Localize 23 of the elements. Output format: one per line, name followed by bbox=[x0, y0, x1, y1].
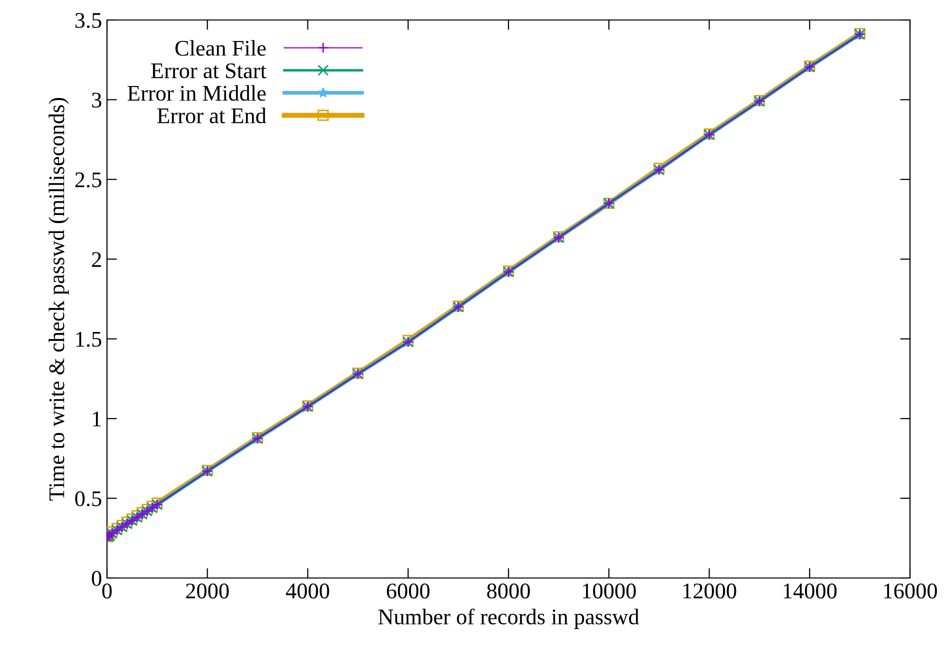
y-tick-label: 3.5 bbox=[75, 12, 102, 28]
legend-label: Error at Start bbox=[151, 63, 266, 78]
y-tick-label: 1.5 bbox=[76, 332, 102, 347]
legend-label: Error in Middle bbox=[128, 85, 266, 101]
x-axis-title: Number of records in passwd bbox=[378, 608, 640, 629]
y-tick-label: 3 bbox=[92, 92, 102, 108]
legend-label: Clean File bbox=[175, 40, 266, 56]
x-tick-label: 8000 bbox=[487, 584, 530, 598]
x-tick-label: 10000 bbox=[583, 584, 636, 598]
x-tick-label: 4000 bbox=[286, 584, 330, 598]
y-tick-label: 2.5 bbox=[75, 172, 102, 188]
x-tick-label: 6000 bbox=[386, 584, 430, 598]
x-tick-label: 0 bbox=[102, 584, 112, 598]
x-tick-label: 16000 bbox=[884, 584, 937, 598]
y-tick-label: 0 bbox=[92, 570, 102, 586]
y-tick-label: 1 bbox=[92, 412, 101, 426]
y-tick-label: 0.5 bbox=[75, 491, 102, 506]
x-tick-label: 14000 bbox=[784, 584, 837, 598]
y-tick-label: 2 bbox=[92, 252, 101, 267]
y-axis-title: Time to write & check passwd (milliseconds) bbox=[48, 98, 69, 501]
x-tick-label: 2000 bbox=[186, 584, 229, 598]
legend-label: Error at End bbox=[157, 108, 266, 124]
x-tick-label: 12000 bbox=[683, 584, 736, 598]
